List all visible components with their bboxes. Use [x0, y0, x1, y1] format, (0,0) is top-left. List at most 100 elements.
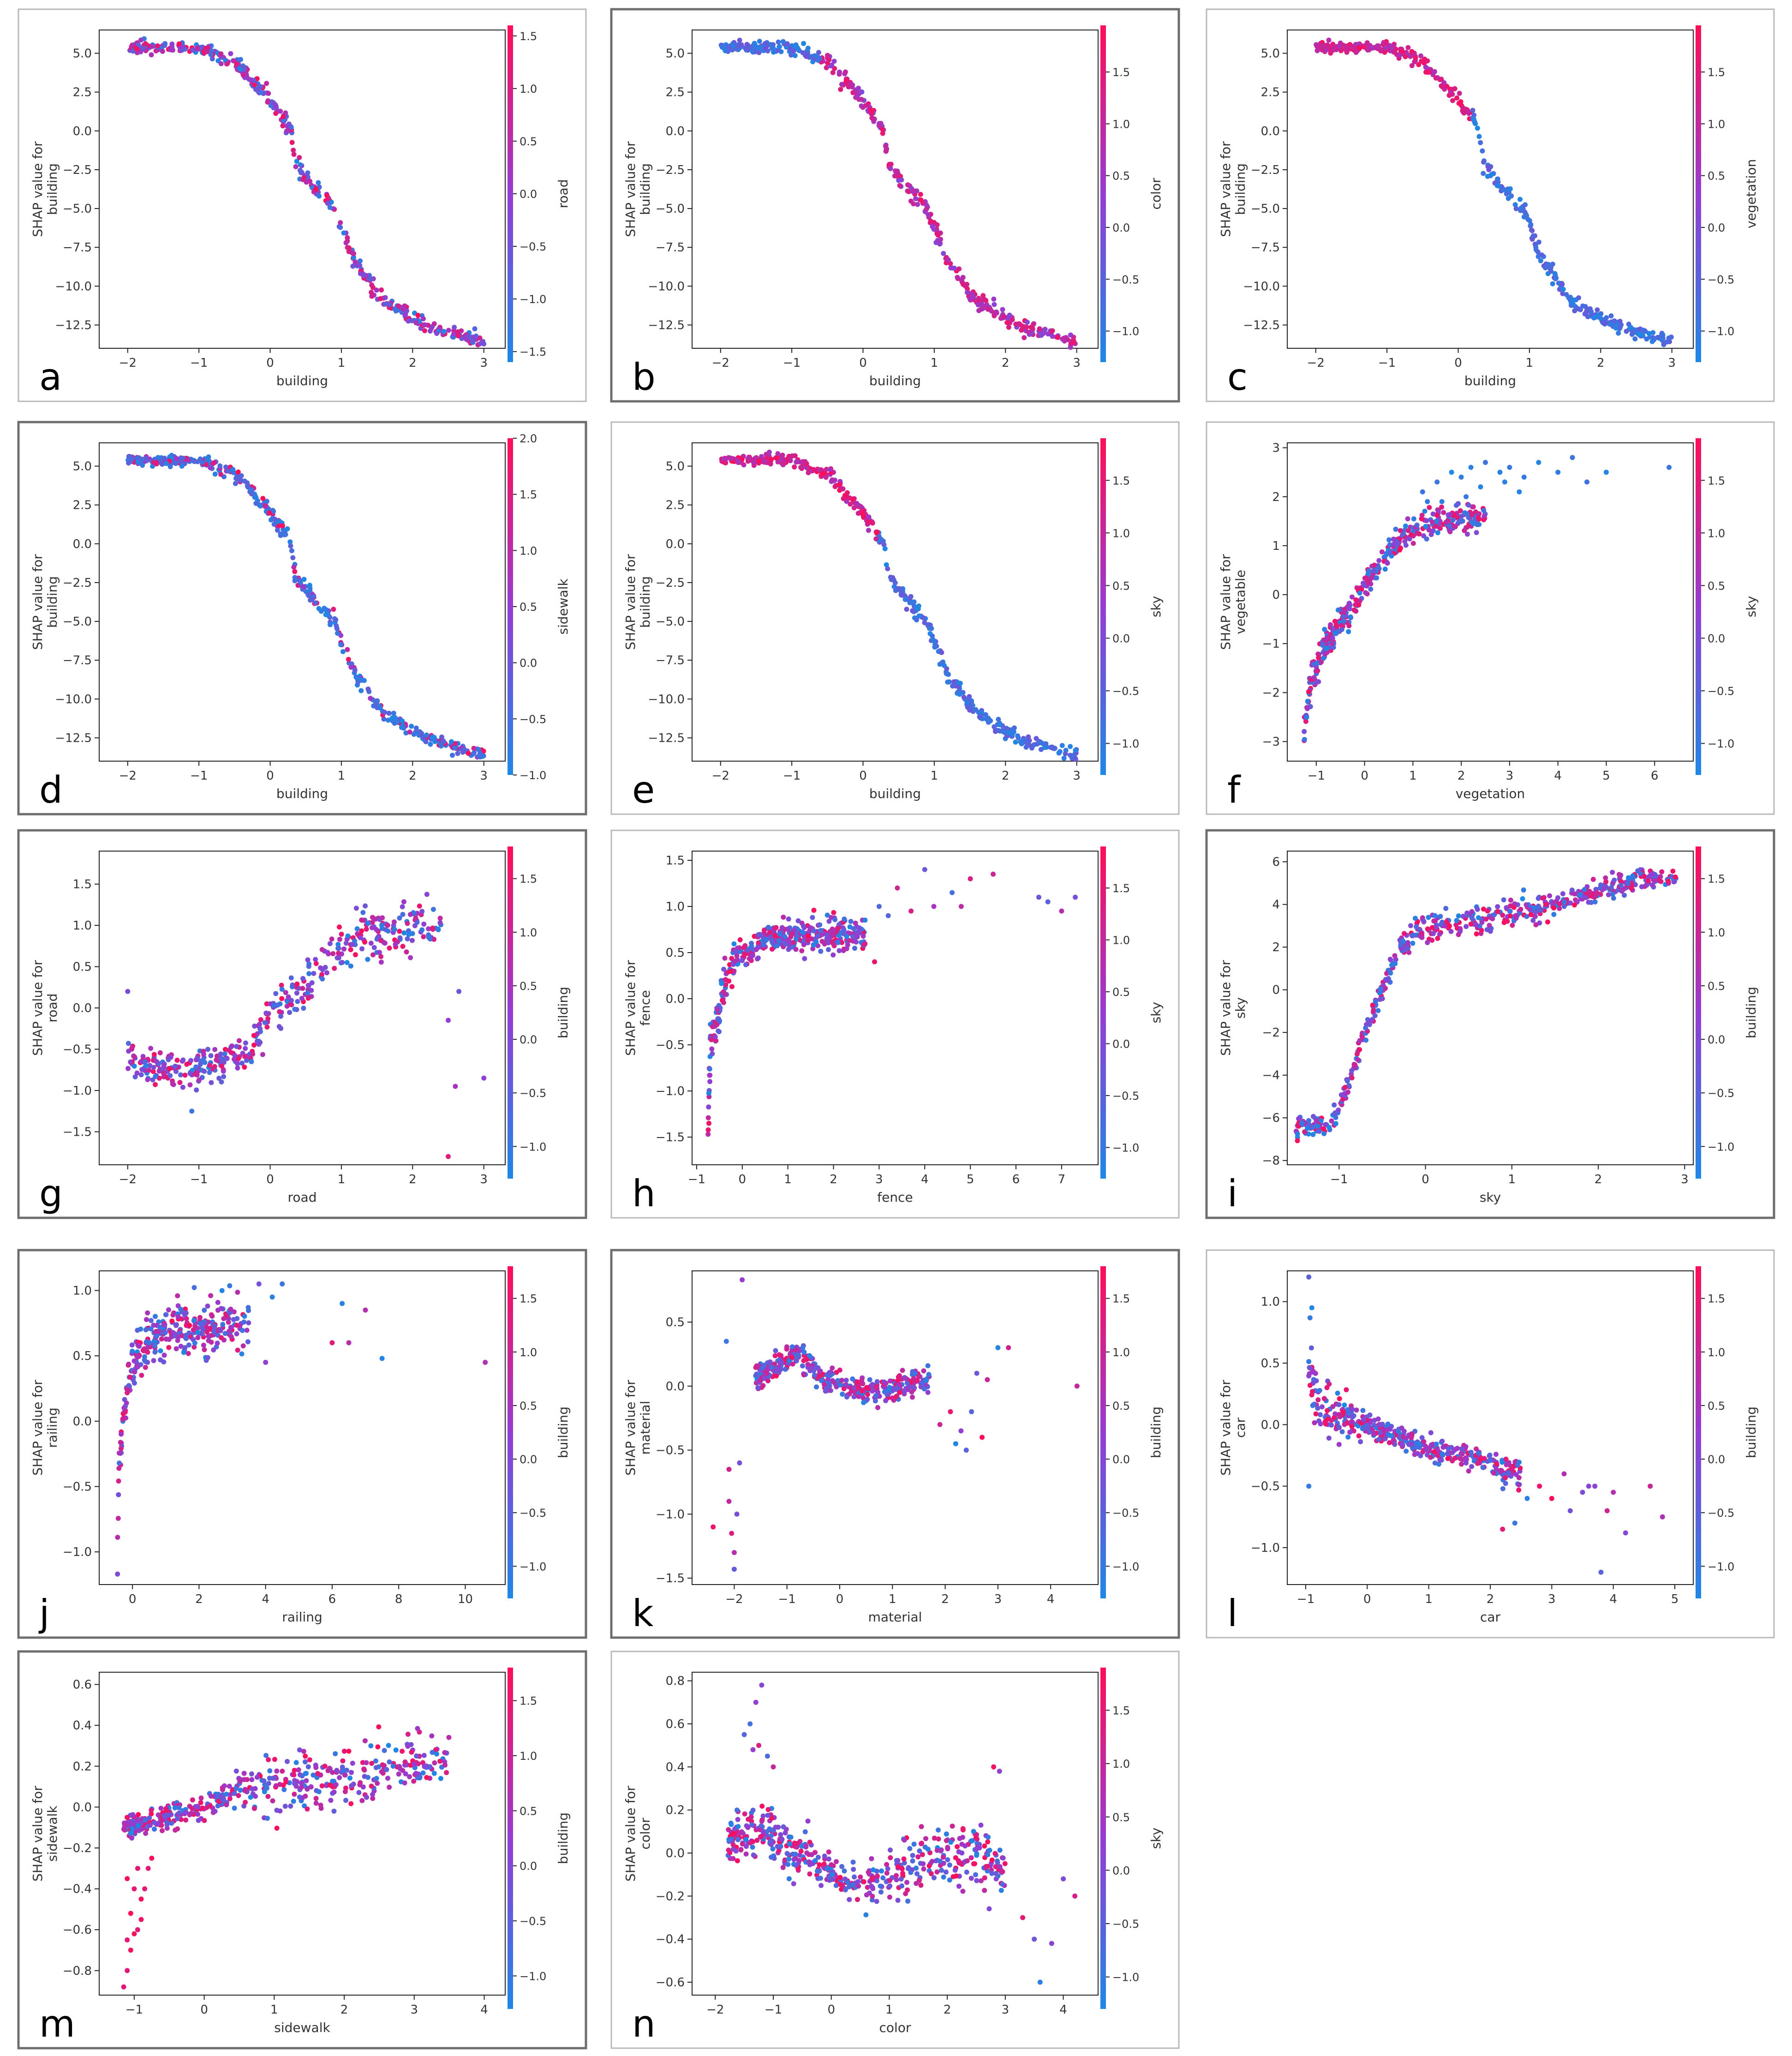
colorbar-label: building — [1744, 987, 1759, 1038]
data-point — [415, 312, 421, 318]
data-point — [226, 468, 231, 474]
data-point — [304, 179, 309, 185]
data-point — [173, 1322, 179, 1328]
x-tick-label: 3 — [1073, 769, 1081, 783]
y-tick-label: −1.0 — [656, 1508, 685, 1521]
data-point — [330, 951, 336, 956]
data-point — [1372, 562, 1377, 568]
y-tick-label: 4 — [1272, 898, 1280, 912]
data-point — [381, 716, 387, 722]
data-point — [910, 1395, 915, 1400]
data-point — [1408, 923, 1413, 929]
y-axis-label-line: SHAP value for — [1218, 554, 1233, 650]
x-tick-label: 3 — [480, 769, 488, 783]
data-point — [1450, 87, 1455, 92]
data-point — [340, 649, 346, 655]
data-point — [222, 1331, 228, 1336]
data-point — [991, 871, 996, 877]
data-point — [142, 1354, 147, 1359]
data-point — [219, 1063, 225, 1069]
data-point — [185, 457, 191, 463]
data-point — [168, 1055, 173, 1060]
data-point — [419, 927, 425, 933]
colorbar-tick-label: 0.0 — [1112, 1453, 1130, 1466]
data-point — [1583, 895, 1589, 900]
data-point — [1618, 325, 1623, 330]
data-point — [327, 205, 333, 210]
data-point — [1636, 332, 1642, 337]
colorbar-tick-label: 1.0 — [520, 83, 537, 95]
data-point — [902, 597, 908, 602]
data-point — [872, 959, 877, 965]
data-point — [795, 918, 801, 924]
y-tick-label: −1.0 — [656, 1085, 685, 1098]
data-point — [911, 201, 916, 207]
y-tick-label: 1.0 — [73, 919, 92, 933]
data-point — [826, 918, 832, 924]
y-tick-label: −1.5 — [656, 1572, 685, 1585]
data-point — [1513, 913, 1518, 918]
data-point — [831, 59, 837, 64]
data-point — [378, 938, 383, 943]
data-point — [1314, 43, 1320, 49]
panel-letter: e — [632, 769, 655, 811]
data-point — [968, 876, 973, 882]
data-point — [158, 1348, 163, 1353]
plot-frame — [1287, 30, 1694, 349]
data-point — [378, 959, 384, 965]
data-point — [153, 1082, 158, 1087]
colorbar-tick-label: 1.5 — [1112, 474, 1130, 487]
data-point — [1353, 50, 1359, 55]
x-tick-label: 1 — [338, 1173, 346, 1186]
data-point — [1381, 40, 1386, 45]
data-point — [1329, 641, 1335, 646]
data-point — [324, 970, 329, 976]
data-point — [405, 921, 410, 926]
data-point — [290, 982, 295, 988]
data-point — [735, 458, 740, 463]
colorbar-tick-label: −1.0 — [1112, 1142, 1139, 1155]
data-point — [1397, 547, 1403, 553]
data-point — [1324, 645, 1329, 651]
y-tick-label: −7.5 — [63, 654, 92, 667]
y-tick-label: 0.0 — [666, 1380, 685, 1394]
colorbar — [508, 1266, 513, 1598]
data-point — [221, 1056, 227, 1062]
data-point — [1523, 212, 1529, 217]
data-point — [1378, 47, 1383, 52]
data-point — [436, 926, 441, 932]
data-point — [126, 1383, 131, 1389]
data-point — [353, 906, 359, 911]
x-tick-label: 8 — [395, 1592, 403, 1606]
data-point — [1413, 916, 1418, 921]
data-point — [961, 695, 967, 700]
data-point — [841, 927, 847, 932]
data-point — [1595, 307, 1600, 313]
x-tick-label: −2 — [1307, 356, 1325, 370]
data-point — [153, 459, 159, 465]
y-tick-label: −12.5 — [648, 319, 685, 333]
data-point — [1481, 508, 1487, 513]
data-point — [907, 183, 913, 189]
data-point — [195, 1335, 201, 1341]
data-point — [802, 956, 807, 961]
data-point — [291, 148, 296, 153]
data-point — [960, 274, 966, 280]
data-point — [751, 463, 757, 468]
data-point — [289, 548, 294, 554]
data-point — [244, 1328, 250, 1333]
x-axis-label: vegetation — [1456, 786, 1525, 801]
data-point — [828, 63, 834, 69]
data-point — [1036, 740, 1042, 746]
data-point — [205, 1303, 210, 1309]
data-point — [1411, 516, 1416, 522]
data-point — [899, 592, 905, 598]
data-point — [318, 965, 323, 971]
data-point — [1577, 892, 1583, 897]
data-point — [1410, 941, 1416, 946]
data-point — [779, 925, 785, 930]
data-point — [1513, 206, 1519, 211]
colorbar-tick-label: 1.0 — [520, 1346, 537, 1359]
data-point — [340, 959, 345, 965]
y-axis-label: SHAP value forbuilding — [623, 141, 653, 237]
